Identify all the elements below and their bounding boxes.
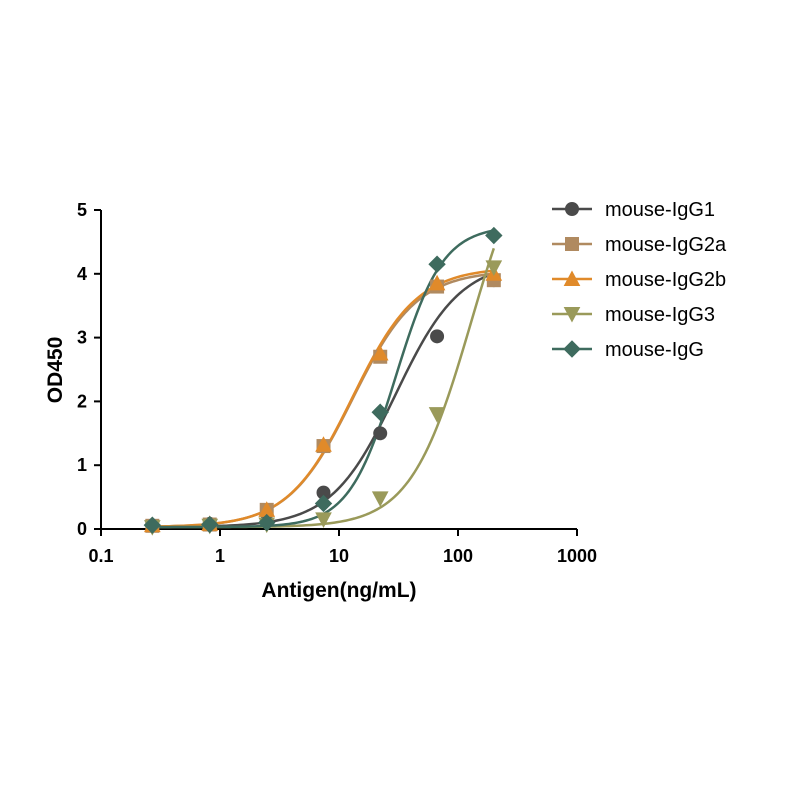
x-tick-label-1: 1 bbox=[215, 546, 225, 566]
x-ticks: 0.1 1 10 100 1000 bbox=[88, 529, 597, 566]
y-tick-label-4: 4 bbox=[77, 264, 87, 284]
x-tick-label-0: 0.1 bbox=[88, 546, 113, 566]
legend-marker-2 bbox=[563, 270, 581, 286]
y-tick-label-0: 0 bbox=[77, 519, 87, 539]
legend-label-0: mouse-IgG1 bbox=[605, 199, 715, 221]
legend-label-3: mouse-IgG3 bbox=[605, 304, 715, 326]
y-tick-label-1: 1 bbox=[77, 455, 87, 475]
point-4-4 bbox=[371, 403, 389, 421]
y-tick-label-2: 2 bbox=[77, 391, 87, 411]
legend-marker-4 bbox=[563, 340, 581, 358]
point-2-3 bbox=[315, 436, 332, 452]
y-tick-label-3: 3 bbox=[77, 328, 87, 348]
curve-4 bbox=[152, 229, 495, 529]
point-0-4 bbox=[373, 426, 388, 441]
data-points bbox=[143, 226, 503, 536]
fit-curves bbox=[152, 229, 496, 529]
x-tick-label-3: 100 bbox=[443, 546, 473, 566]
point-3-3 bbox=[315, 512, 332, 528]
legend: mouse-IgG1 mouse-IgG2a mouse-IgG2b mouse-Ig… bbox=[552, 199, 727, 361]
point-3-5 bbox=[428, 407, 446, 423]
point-3-4 bbox=[371, 491, 389, 507]
x-tick-label-2: 10 bbox=[329, 546, 349, 566]
y-tick-label-5: 5 bbox=[77, 200, 87, 220]
point-4-1 bbox=[201, 515, 219, 534]
point-2-4 bbox=[371, 344, 389, 361]
point-3-6 bbox=[485, 260, 503, 276]
point-0-5 bbox=[430, 329, 445, 344]
axes bbox=[100, 210, 577, 530]
point-4-2 bbox=[258, 513, 276, 532]
point-4-5 bbox=[428, 255, 446, 273]
legend-marker-0 bbox=[565, 202, 579, 216]
point-4-3 bbox=[314, 494, 333, 513]
legend-label-1: mouse-IgG2a bbox=[605, 234, 727, 256]
point-4-6 bbox=[485, 226, 503, 245]
point-4-0 bbox=[143, 516, 162, 534]
x-axis-title: Antigen(ng/mL) bbox=[261, 579, 416, 602]
legend-label-4: mouse-IgG bbox=[605, 339, 704, 361]
x-tick-label-4: 1000 bbox=[557, 546, 597, 566]
y-axis-title: OD450 bbox=[44, 337, 67, 404]
legend-marker-3 bbox=[563, 307, 581, 323]
y-ticks: 0 1 2 3 4 5 bbox=[77, 200, 101, 539]
legend-label-2: mouse-IgG2b bbox=[605, 269, 726, 291]
point-2-5 bbox=[428, 274, 446, 291]
legend-marker-1 bbox=[565, 237, 579, 251]
